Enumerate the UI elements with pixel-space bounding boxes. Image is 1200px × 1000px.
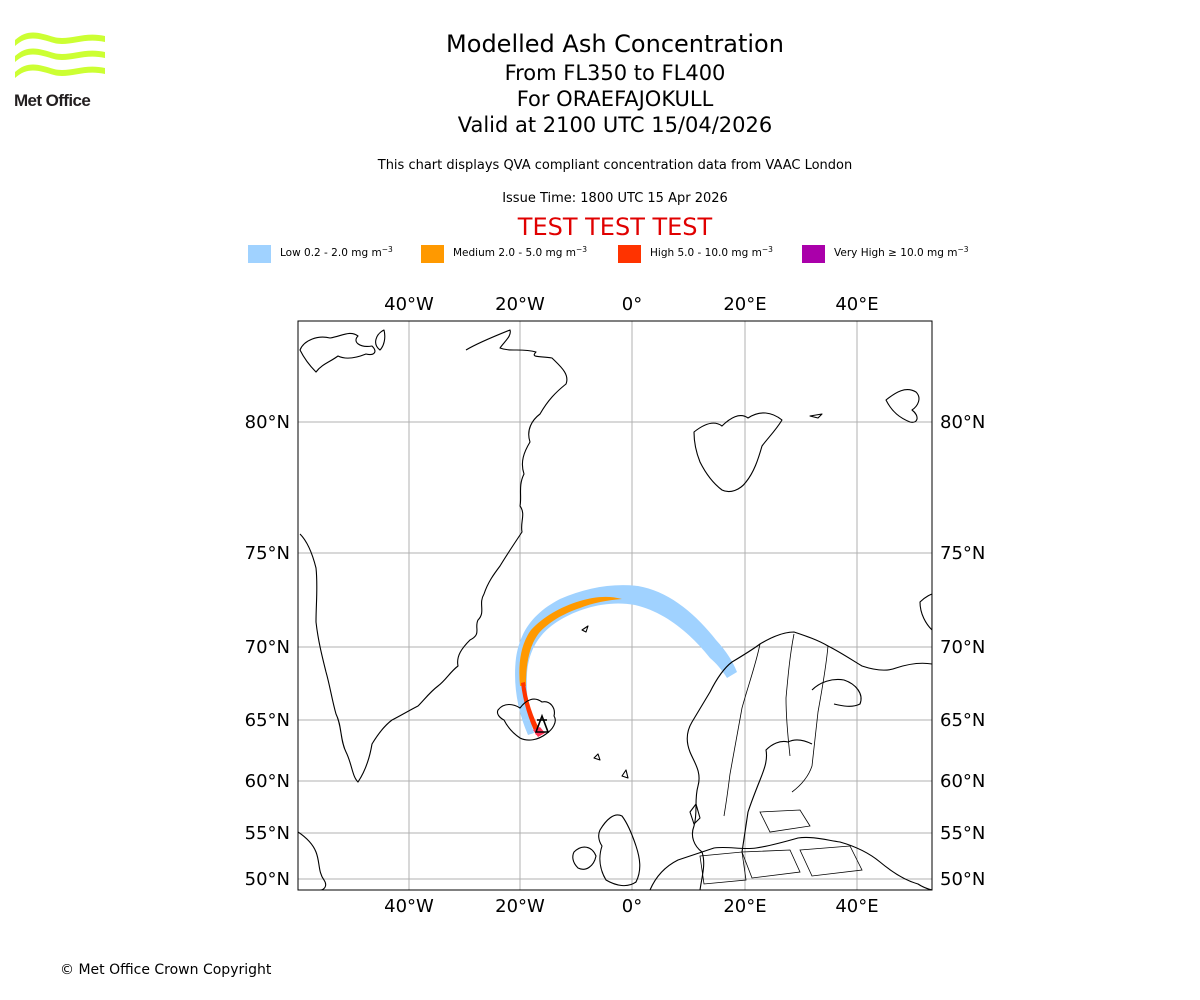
coast-denmark <box>689 803 701 825</box>
lat-label-left-50n: 50°N <box>245 869 290 890</box>
border-sweden-finland <box>785 633 795 757</box>
valid-time: Valid at 2100 UTC 15/04/2026 <box>457 113 773 137</box>
ash-plume-high <box>521 682 541 735</box>
flight-level-range: From FL350 to FL400 <box>504 61 726 85</box>
coast-island-nw <box>375 329 386 351</box>
coast-ireland <box>572 846 597 870</box>
lat-label-right-65n: 65°N <box>940 710 985 731</box>
lat-label-right-60n: 60°N <box>940 771 985 792</box>
coast-iceland <box>496 698 556 741</box>
met-office-logo: Met Office <box>14 30 110 112</box>
lon-label-bottom-20w: 20°W <box>495 896 545 917</box>
border-germany <box>699 851 747 885</box>
legend-swatch-low <box>248 245 271 263</box>
lat-label-right-80n: 80°N <box>940 412 985 433</box>
lat-labels-left: 80°N 75°N 70°N 65°N 60°N 55°N 50°N <box>245 412 290 890</box>
border-poland <box>741 849 801 879</box>
coast-britain <box>598 814 641 887</box>
border-belarus <box>799 845 863 877</box>
copyright-notice: © Met Office Crown Copyright <box>60 962 272 978</box>
coast-continent <box>649 836 932 890</box>
coast-kola <box>811 678 862 707</box>
lon-label-bottom-0: 0° <box>622 896 642 917</box>
coast-novaya-zemlya <box>919 593 932 631</box>
border-norway-sweden <box>723 643 761 817</box>
legend-label-low: Low 0.2 - 2.0 mg m−3 <box>280 245 393 259</box>
lat-label-left-55n: 55°N <box>245 823 290 844</box>
coast-jan-mayen <box>581 625 589 633</box>
lon-label-top-20e: 20°E <box>723 294 766 315</box>
lat-label-right-70n: 70°N <box>940 637 985 658</box>
legend-label-high: High 5.0 - 10.0 mg m−3 <box>650 245 773 259</box>
coast-svalbard <box>693 412 783 493</box>
coast-ellesmere <box>299 332 376 373</box>
chart-title: Modelled Ash Concentration <box>446 30 784 58</box>
lat-label-left-60n: 60°N <box>245 771 290 792</box>
lat-label-right-75n: 75°N <box>940 543 985 564</box>
coast-faroes <box>593 753 601 761</box>
lat-label-right-55n: 55°N <box>940 823 985 844</box>
lat-label-left-75n: 75°N <box>245 543 290 564</box>
lon-label-top-20w: 20°W <box>495 294 545 315</box>
coast-island-ne <box>809 413 823 419</box>
ash-plume-medium <box>519 596 622 686</box>
legend-label-very-high: Very High ≥ 10.0 mg m−3 <box>834 245 969 259</box>
concentration-legend: Low 0.2 - 2.0 mg m−3 Medium 2.0 - 5.0 mg… <box>0 243 1200 265</box>
legend-label-medium: Medium 2.0 - 5.0 mg m−3 <box>453 245 588 259</box>
chart-title-block: Modelled Ash Concentration From FL350 to… <box>315 28 915 138</box>
wave-logo-icon <box>15 32 105 78</box>
lon-labels-bottom: 40°W 20°W 0° 20°E 40°E <box>384 896 878 917</box>
coastlines <box>298 329 932 890</box>
map-border <box>297 320 933 891</box>
border-finland-russia <box>791 645 829 793</box>
coast-labrador <box>298 831 327 890</box>
lon-label-bottom-40w: 40°W <box>384 896 434 917</box>
volcano-name: For ORAEFAJOKULL <box>516 87 714 111</box>
logo-wordmark: Met Office <box>14 91 91 110</box>
lat-label-left-65n: 65°N <box>245 710 290 731</box>
lon-label-bottom-40e: 40°E <box>835 896 878 917</box>
country-borders <box>699 633 863 885</box>
lon-labels-top: 40°W 20°W 0° 20°E 40°E <box>384 294 878 315</box>
lon-label-top-40w: 40°W <box>384 294 434 315</box>
lat-label-left-70n: 70°N <box>245 637 290 658</box>
lon-label-bottom-20e: 20°E <box>723 896 766 917</box>
issue-time: Issue Time: 1800 UTC 15 Apr 2026 <box>502 191 728 206</box>
lon-label-top-0: 0° <box>622 294 642 315</box>
volcano-marker <box>534 713 550 733</box>
test-banner: TEST TEST TEST <box>517 213 713 241</box>
coast-shetland <box>621 769 629 779</box>
gridlines <box>298 321 932 890</box>
qva-compliance-note: This chart displays QVA compliant concen… <box>377 158 853 173</box>
lat-labels-right: 80°N 75°N 70°N 65°N 60°N 55°N 50°N <box>940 412 985 890</box>
coast-greenland <box>299 329 568 783</box>
legend-swatch-medium <box>421 245 444 263</box>
legend-swatch-very-high <box>802 245 825 263</box>
lat-label-left-80n: 80°N <box>245 412 290 433</box>
border-baltics <box>759 809 811 833</box>
lat-label-right-50n: 50°N <box>940 869 985 890</box>
legend-swatch-high <box>618 245 641 263</box>
coast-franz-josef <box>885 389 920 423</box>
map-frame-contents <box>298 321 932 890</box>
coast-baltic <box>741 739 813 853</box>
lon-label-top-40e: 40°E <box>835 294 878 315</box>
ash-plume-low <box>515 585 737 735</box>
